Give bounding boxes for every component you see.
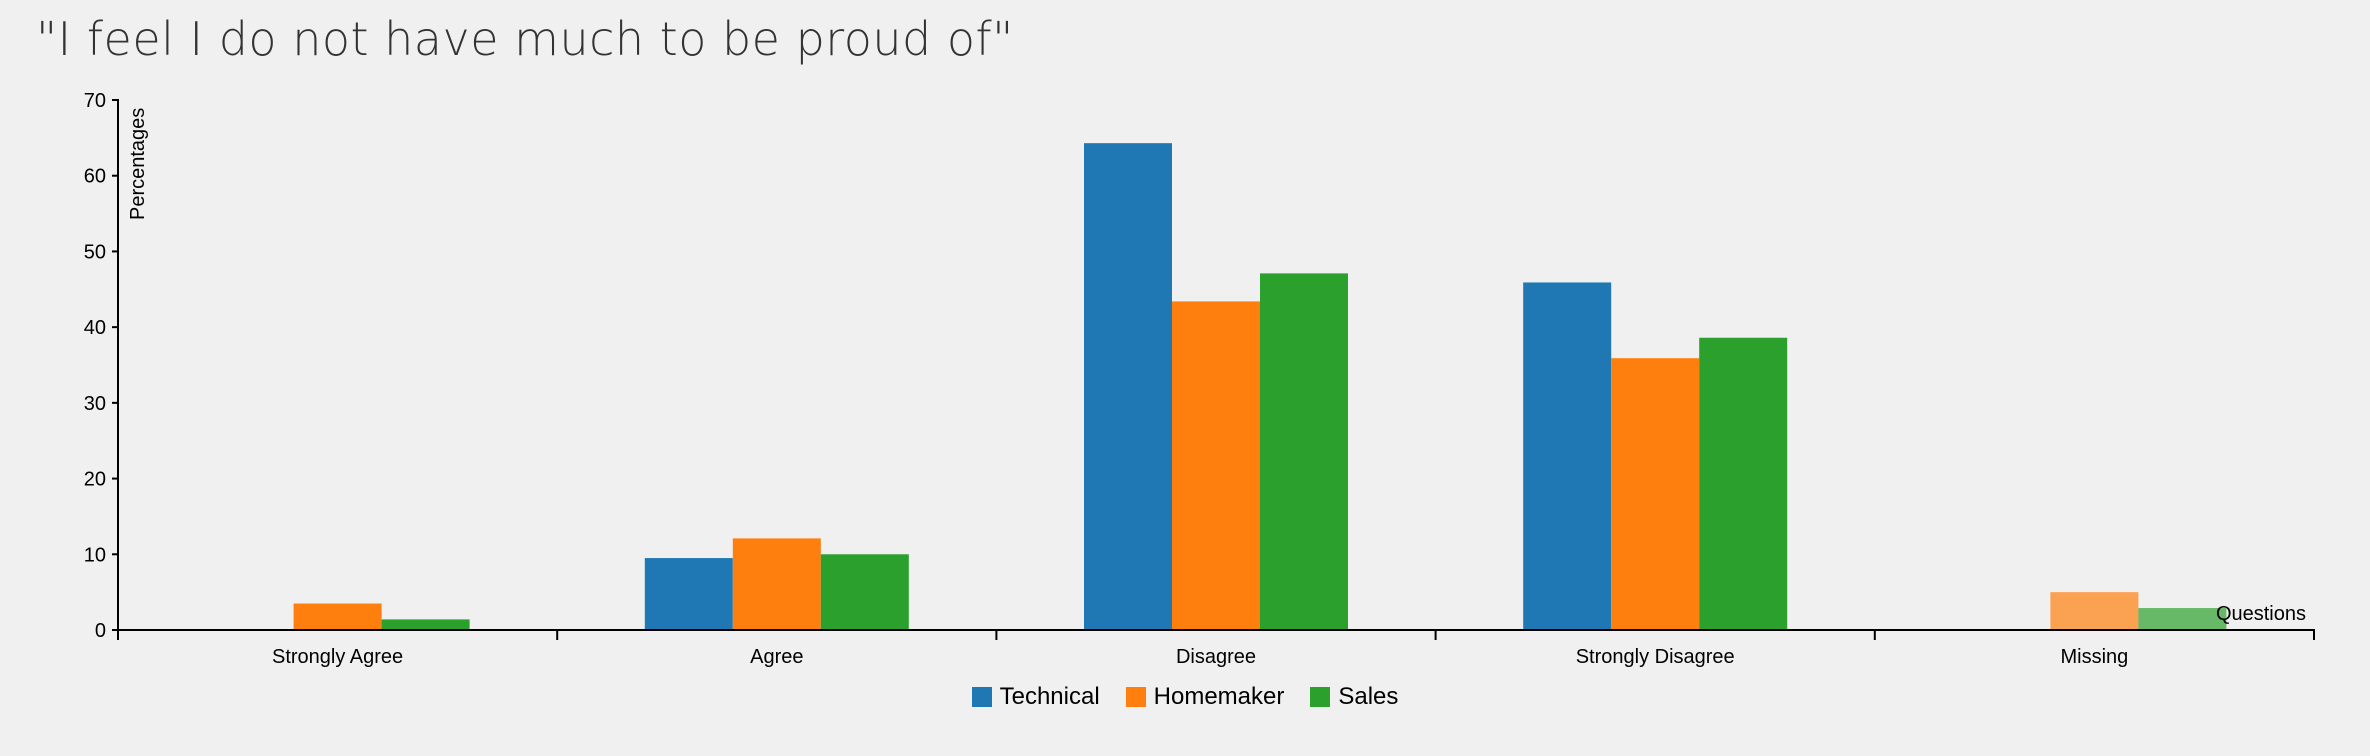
x-axis-line <box>117 629 2315 640</box>
bar-sales-2 <box>1260 273 1348 630</box>
bar-sales-0 <box>381 619 470 630</box>
legend-label-homemaker: Homemaker <box>1153 683 1285 710</box>
legend-item-technical: Technical <box>971 683 1100 711</box>
x-tick-label-3: Strongly Disagree <box>1576 646 1735 668</box>
legend-label-sales: Sales <box>1338 683 1399 710</box>
y-axis: 0 10 20 30 40 50 60 70 <box>84 90 119 642</box>
y-tick-label-40: 40 <box>84 317 106 339</box>
bar-homemaker-0 <box>293 603 382 630</box>
y-axis-line <box>112 99 119 631</box>
legend-label-technical: Technical <box>999 683 1100 710</box>
y-axis-label: Percentages <box>127 108 149 220</box>
x-tick-label-4: Missing <box>2061 646 2129 668</box>
legend-item-homemaker: Homemaker <box>1125 683 1285 711</box>
x-axis: Strongly Agree Agree Disagree Strongly Disa… <box>117 629 2315 668</box>
y-tick-label-70: 70 <box>84 90 106 112</box>
bar-technical-3 <box>1523 282 1612 630</box>
bars-group <box>293 143 2227 630</box>
x-tick-label-1: Agree <box>750 646 803 668</box>
x-tick-label-2: Disagree <box>1176 646 1256 668</box>
bar-sales-4 <box>2138 608 2227 630</box>
legend-swatch-technical <box>971 687 992 707</box>
y-tick-label-50: 50 <box>84 241 106 263</box>
legend-item-sales: Sales <box>1310 683 1398 711</box>
y-tick-label-30: 30 <box>84 393 106 415</box>
bar-homemaker-4 <box>2050 592 2139 630</box>
x-axis-label: Questions <box>2216 603 2306 625</box>
legend-swatch-homemaker <box>1125 687 1146 707</box>
y-tick-label-60: 60 <box>84 166 106 188</box>
bar-sales-1 <box>820 554 909 630</box>
bar-homemaker-2 <box>1172 301 1260 630</box>
legend-swatch-sales <box>1310 687 1331 707</box>
y-tick-label-20: 20 <box>84 469 106 491</box>
legend: Technical Homemaker Sales <box>0 683 2370 711</box>
bar-technical-2 <box>1084 143 1172 630</box>
bar-technical-1 <box>644 558 733 630</box>
bar-homemaker-1 <box>732 538 821 630</box>
bar-chart: 0 10 20 30 40 50 60 70 Strongly Agree Agree Disag… <box>84 90 2315 668</box>
y-tick-label-10: 10 <box>84 544 106 566</box>
y-tick-label-0: 0 <box>95 620 106 642</box>
x-tick-label-0: Strongly Agree <box>272 646 403 668</box>
bar-homemaker-3 <box>1611 358 1700 630</box>
chart-title: "I feel I do not have much to be proud o… <box>36 12 1014 66</box>
bar-sales-3 <box>1699 337 1788 630</box>
